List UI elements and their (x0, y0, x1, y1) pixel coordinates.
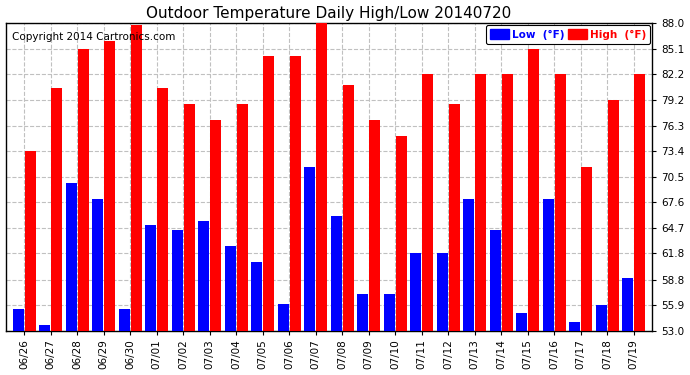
Text: Copyright 2014 Cartronics.com: Copyright 2014 Cartronics.com (12, 32, 175, 42)
Bar (224, 246, 236, 330)
Bar (528, 49, 539, 330)
Bar (145, 225, 156, 330)
Bar (357, 294, 368, 330)
Legend: Low  (°F), High  (°F): Low (°F), High (°F) (486, 25, 650, 44)
Bar (634, 74, 645, 330)
Bar (516, 313, 527, 330)
Bar (130, 25, 141, 330)
Bar (422, 74, 433, 330)
Bar (475, 74, 486, 330)
Bar (622, 278, 633, 330)
Bar (12, 309, 23, 330)
Bar (502, 74, 513, 330)
Bar (66, 183, 77, 330)
Bar (251, 262, 262, 330)
Bar (290, 57, 301, 330)
Bar (172, 230, 183, 330)
Bar (25, 152, 36, 330)
Bar (316, 23, 327, 330)
Bar (555, 74, 566, 330)
Bar (369, 120, 380, 330)
Bar (395, 135, 406, 330)
Bar (304, 167, 315, 330)
Bar (210, 120, 221, 330)
Bar (437, 253, 448, 330)
Bar (184, 104, 195, 330)
Bar (490, 230, 501, 330)
Bar (542, 199, 553, 330)
Bar (119, 309, 130, 330)
Bar (384, 294, 395, 330)
Title: Outdoor Temperature Daily High/Low 20140720: Outdoor Temperature Daily High/Low 20140… (146, 6, 511, 21)
Bar (104, 40, 115, 330)
Bar (569, 322, 580, 330)
Bar (410, 253, 421, 330)
Bar (607, 100, 619, 330)
Bar (331, 216, 342, 330)
Bar (595, 305, 607, 330)
Bar (157, 88, 168, 330)
Bar (77, 49, 88, 330)
Bar (448, 104, 460, 330)
Bar (39, 325, 50, 330)
Bar (263, 57, 274, 330)
Bar (198, 221, 209, 330)
Bar (92, 199, 104, 330)
Bar (342, 85, 354, 330)
Bar (277, 304, 288, 330)
Bar (463, 199, 474, 330)
Bar (51, 88, 62, 330)
Bar (237, 104, 248, 330)
Bar (581, 167, 592, 330)
